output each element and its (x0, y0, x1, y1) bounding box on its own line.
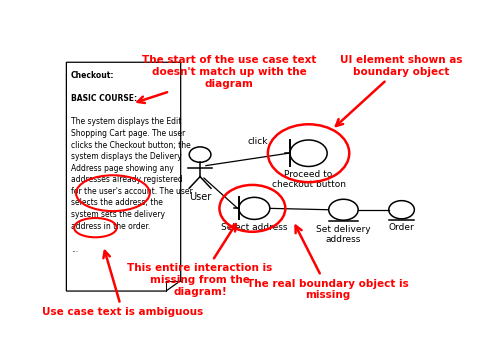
Text: Shopping Cart page. The user: Shopping Cart page. The user (71, 129, 186, 138)
Text: system sets the delivery: system sets the delivery (71, 210, 165, 219)
Text: click: click (248, 137, 268, 146)
Text: UI element shown as
boundary object: UI element shown as boundary object (336, 55, 463, 126)
Polygon shape (66, 62, 180, 291)
Text: Use case text is ambiguous: Use case text is ambiguous (42, 251, 203, 317)
Text: BASIC COURSE:: BASIC COURSE: (71, 94, 137, 103)
Text: The system displays the Edit: The system displays the Edit (71, 117, 182, 126)
Text: Order: Order (388, 223, 414, 232)
Text: User: User (189, 192, 211, 202)
Text: address in the order.: address in the order. (71, 222, 150, 231)
Text: The real boundary object is
missing: The real boundary object is missing (247, 226, 409, 300)
Text: The start of the use case text
doesn't match up with the
diagram: The start of the use case text doesn't m… (138, 55, 316, 103)
Text: system displays the Delivery: system displays the Delivery (71, 152, 182, 161)
Text: Set delivery
address: Set delivery address (316, 224, 371, 244)
Text: Proceed to
checkout button: Proceed to checkout button (272, 170, 345, 189)
Text: Select address: Select address (221, 223, 288, 232)
Text: This entire interaction is
missing from the
diagram!: This entire interaction is missing from … (128, 224, 272, 297)
Text: addresses already registered: addresses already registered (71, 175, 183, 184)
Text: selects the address; the: selects the address; the (71, 198, 163, 207)
Text: Checkout:: Checkout: (71, 71, 115, 80)
Text: clicks the Checkout button; the: clicks the Checkout button; the (71, 141, 191, 150)
Text: ...: ... (71, 245, 78, 254)
Text: for the user's account. The user: for the user's account. The user (71, 187, 193, 196)
Text: Address page showing any: Address page showing any (71, 164, 174, 173)
